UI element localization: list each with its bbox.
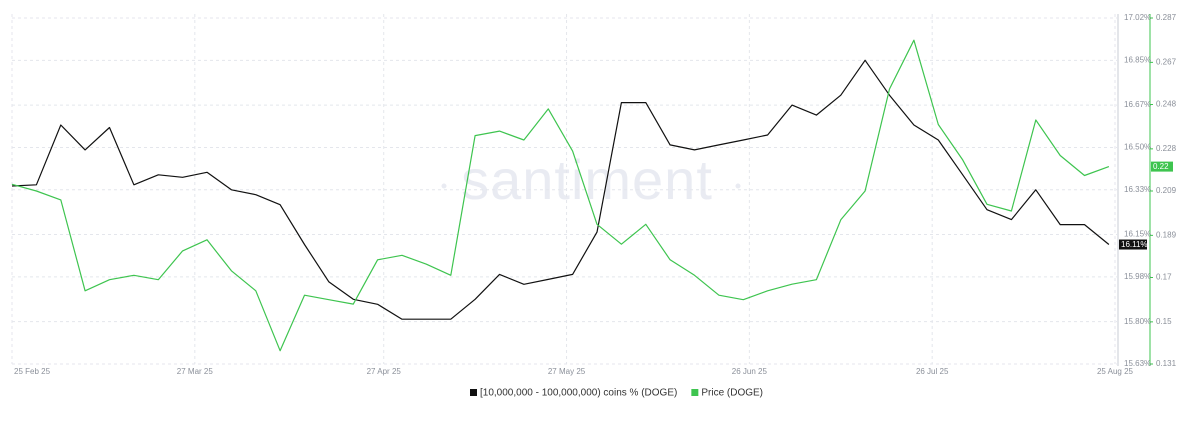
legend-swatch <box>691 389 699 396</box>
watermark-dot <box>735 183 741 189</box>
y-tick-label: 15.63% <box>1124 359 1151 368</box>
series-line <box>11 59 1110 320</box>
y2-tick-label: 0.189 <box>1156 230 1177 239</box>
x-tick-label: 27 May 25 <box>548 367 586 376</box>
x-tick-label: 25 Aug 25 <box>1097 367 1134 376</box>
y-tick-label: 15.98% <box>1124 272 1151 281</box>
y2-tick-label: 0.228 <box>1156 144 1177 153</box>
y2-tick-label: 0.287 <box>1156 13 1177 22</box>
y-tick-label: 17.02% <box>1124 13 1151 22</box>
last-value-badge <box>1119 239 1147 250</box>
y2-tick-label: 0.267 <box>1156 57 1177 66</box>
last-value-badge <box>1151 161 1173 172</box>
watermark: santiment <box>461 148 713 211</box>
y-tick-label: 16.50% <box>1124 143 1151 152</box>
y2-tick-label: 0.209 <box>1156 186 1177 195</box>
x-tick-label: 26 Jun 25 <box>732 367 768 376</box>
x-tick-label: 27 Mar 25 <box>177 367 214 376</box>
legend-label: [10,000,000 - 100,000,000) coins % (DOGE… <box>480 388 677 399</box>
y2-tick-label: 0.131 <box>1156 359 1177 368</box>
y2-tick-label: 0.248 <box>1156 100 1177 109</box>
series-line <box>11 39 1110 352</box>
x-tick-label: 26 Jul 25 <box>916 367 949 376</box>
y-tick-label: 15.80% <box>1124 317 1151 326</box>
y-tick-label: 16.67% <box>1124 100 1151 109</box>
y2-tick-label: 0.15 <box>1156 317 1172 326</box>
last-value-label: 0.22 <box>1153 162 1169 171</box>
y-tick-label: 16.85% <box>1124 55 1151 64</box>
y-tick-label: 16.15% <box>1124 230 1151 239</box>
watermark-dot <box>441 183 447 189</box>
x-tick-label: 27 Apr 25 <box>367 367 402 376</box>
last-value-label: 16.11% <box>1121 240 1148 249</box>
legend-swatch <box>470 389 477 396</box>
y-tick-label: 16.33% <box>1124 185 1151 194</box>
legend-label: Price (DOGE) <box>701 388 763 399</box>
y2-tick-label: 0.17 <box>1156 273 1172 282</box>
x-tick-label: 25 Feb 25 <box>14 367 51 376</box>
